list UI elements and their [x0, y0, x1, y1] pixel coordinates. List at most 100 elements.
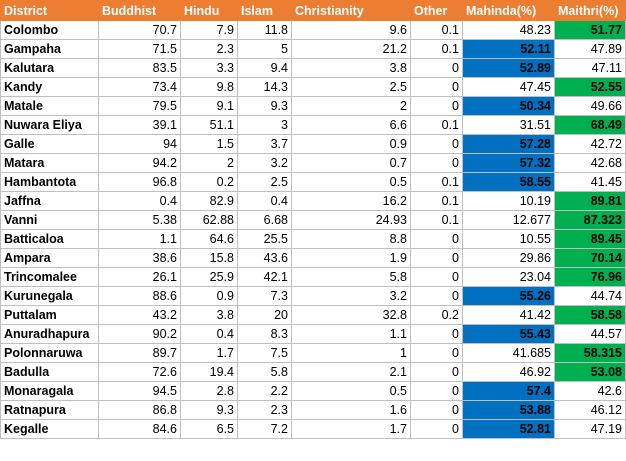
cell-other[interactable]: 0.1: [410, 115, 463, 135]
cell-district[interactable]: Trincomalee: [0, 267, 99, 287]
cell-hindu[interactable]: 62.88: [180, 210, 238, 230]
cell-other[interactable]: 0: [410, 267, 463, 287]
cell-other[interactable]: 0: [410, 58, 463, 78]
cell-maithri[interactable]: 47.11: [554, 58, 626, 78]
cell-maithri[interactable]: 76.96: [554, 267, 626, 287]
cell-district[interactable]: Kandy: [0, 77, 99, 97]
cell-maithri[interactable]: 42.72: [554, 134, 626, 154]
cell-district[interactable]: Galle: [0, 134, 99, 154]
cell-district[interactable]: Matale: [0, 96, 99, 116]
cell-islam[interactable]: 42.1: [237, 267, 292, 287]
cell-islam[interactable]: 11.8: [237, 20, 292, 40]
cell-islam[interactable]: 7.5: [237, 343, 292, 363]
cell-islam[interactable]: 25.5: [237, 229, 292, 249]
cell-buddhist[interactable]: 94.2: [98, 153, 181, 173]
cell-mahinda[interactable]: 10.19: [462, 191, 555, 211]
cell-islam[interactable]: 5.8: [237, 362, 292, 382]
cell-buddhist[interactable]: 1.1: [98, 229, 181, 249]
cell-mahinda[interactable]: 29.86: [462, 248, 555, 268]
cell-mahinda[interactable]: 57.32: [462, 153, 555, 173]
cell-maithri[interactable]: 53.08: [554, 362, 626, 382]
cell-buddhist[interactable]: 83.5: [98, 58, 181, 78]
cell-maithri[interactable]: 89.45: [554, 229, 626, 249]
cell-district[interactable]: Vanni: [0, 210, 99, 230]
cell-mahinda[interactable]: 41.685: [462, 343, 555, 363]
cell-other[interactable]: 0: [410, 77, 463, 97]
cell-buddhist[interactable]: 72.6: [98, 362, 181, 382]
column-header-islam[interactable]: Islam: [237, 0, 292, 21]
column-header-mahinda[interactable]: Mahinda(%): [462, 0, 555, 21]
cell-hindu[interactable]: 25.9: [180, 267, 238, 287]
cell-buddhist[interactable]: 38.6: [98, 248, 181, 268]
cell-district[interactable]: Jaffna: [0, 191, 99, 211]
cell-islam[interactable]: 7.3: [237, 286, 292, 306]
cell-hindu[interactable]: 2.3: [180, 39, 238, 59]
cell-christianity[interactable]: 3.8: [291, 58, 411, 78]
cell-hindu[interactable]: 82.9: [180, 191, 238, 211]
cell-other[interactable]: 0.1: [410, 191, 463, 211]
cell-district[interactable]: Monaragala: [0, 381, 99, 401]
cell-other[interactable]: 0: [410, 343, 463, 363]
cell-buddhist[interactable]: 71.5: [98, 39, 181, 59]
cell-district[interactable]: Ratnapura: [0, 400, 99, 420]
cell-christianity[interactable]: 1.6: [291, 400, 411, 420]
cell-buddhist[interactable]: 84.6: [98, 419, 181, 439]
cell-maithri[interactable]: 46.12: [554, 400, 626, 420]
cell-district[interactable]: Batticaloa: [0, 229, 99, 249]
cell-maithri[interactable]: 70.14: [554, 248, 626, 268]
cell-other[interactable]: 0.1: [410, 20, 463, 40]
cell-other[interactable]: 0.1: [410, 172, 463, 192]
cell-district[interactable]: Puttalam: [0, 305, 99, 325]
cell-mahinda[interactable]: 50.34: [462, 96, 555, 116]
cell-mahinda[interactable]: 41.42: [462, 305, 555, 325]
cell-other[interactable]: 0: [410, 381, 463, 401]
cell-other[interactable]: 0: [410, 324, 463, 344]
cell-mahinda[interactable]: 12.677: [462, 210, 555, 230]
cell-district[interactable]: Kegalle: [0, 419, 99, 439]
cell-hindu[interactable]: 2.8: [180, 381, 238, 401]
cell-hindu[interactable]: 3.8: [180, 305, 238, 325]
cell-christianity[interactable]: 0.5: [291, 172, 411, 192]
cell-mahinda[interactable]: 47.45: [462, 77, 555, 97]
cell-buddhist[interactable]: 0.4: [98, 191, 181, 211]
cell-christianity[interactable]: 0.5: [291, 381, 411, 401]
cell-buddhist[interactable]: 39.1: [98, 115, 181, 135]
cell-district[interactable]: Kurunegala: [0, 286, 99, 306]
cell-maithri[interactable]: 47.89: [554, 39, 626, 59]
cell-islam[interactable]: 3.7: [237, 134, 292, 154]
cell-christianity[interactable]: 5.8: [291, 267, 411, 287]
cell-christianity[interactable]: 9.6: [291, 20, 411, 40]
cell-other[interactable]: 0: [410, 96, 463, 116]
cell-buddhist[interactable]: 26.1: [98, 267, 181, 287]
column-header-christianity[interactable]: Christianity: [291, 0, 411, 21]
cell-islam[interactable]: 9.4: [237, 58, 292, 78]
cell-maithri[interactable]: 58.58: [554, 305, 626, 325]
cell-district[interactable]: Matara: [0, 153, 99, 173]
cell-buddhist[interactable]: 96.8: [98, 172, 181, 192]
cell-islam[interactable]: 7.2: [237, 419, 292, 439]
cell-other[interactable]: 0.1: [410, 210, 463, 230]
cell-christianity[interactable]: 2: [291, 96, 411, 116]
cell-christianity[interactable]: 6.6: [291, 115, 411, 135]
cell-other[interactable]: 0: [410, 229, 463, 249]
cell-maithri[interactable]: 44.74: [554, 286, 626, 306]
cell-district[interactable]: Polonnaruwa: [0, 343, 99, 363]
cell-christianity[interactable]: 1.9: [291, 248, 411, 268]
cell-maithri[interactable]: 42.68: [554, 153, 626, 173]
cell-maithri[interactable]: 58.315: [554, 343, 626, 363]
cell-christianity[interactable]: 1: [291, 343, 411, 363]
cell-mahinda[interactable]: 57.28: [462, 134, 555, 154]
cell-hindu[interactable]: 6.5: [180, 419, 238, 439]
cell-islam[interactable]: 2.2: [237, 381, 292, 401]
cell-district[interactable]: Nuwara Eliya: [0, 115, 99, 135]
cell-other[interactable]: 0.1: [410, 39, 463, 59]
cell-mahinda[interactable]: 31.51: [462, 115, 555, 135]
column-header-buddhist[interactable]: Buddhist: [98, 0, 181, 21]
cell-maithri[interactable]: 41.45: [554, 172, 626, 192]
cell-christianity[interactable]: 32.8: [291, 305, 411, 325]
cell-christianity[interactable]: 8.8: [291, 229, 411, 249]
cell-hindu[interactable]: 64.6: [180, 229, 238, 249]
cell-other[interactable]: 0: [410, 362, 463, 382]
cell-buddhist[interactable]: 79.5: [98, 96, 181, 116]
cell-christianity[interactable]: 1.7: [291, 419, 411, 439]
